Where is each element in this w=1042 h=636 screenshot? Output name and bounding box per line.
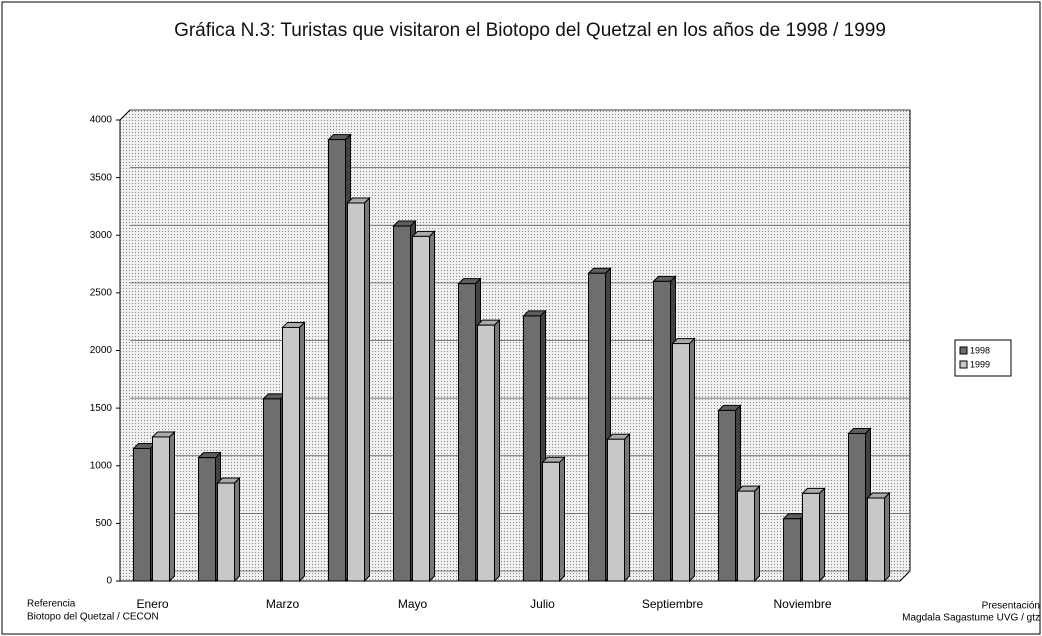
bar xyxy=(737,490,755,582)
bar xyxy=(542,461,560,582)
bar xyxy=(412,235,430,582)
x-tick-label: Enero xyxy=(136,597,168,611)
bar xyxy=(198,457,216,582)
y-tick-label: 3000 xyxy=(90,230,113,241)
bar xyxy=(783,518,801,582)
bar xyxy=(848,432,866,582)
bar xyxy=(477,324,495,582)
bar xyxy=(588,272,606,582)
bar xyxy=(217,482,235,582)
bar xyxy=(653,280,671,582)
y-tick-label: 2500 xyxy=(90,288,113,299)
bar-side xyxy=(299,321,305,583)
bar-side xyxy=(429,230,435,583)
bar xyxy=(802,492,820,582)
bar-side xyxy=(689,337,695,583)
bar-side xyxy=(169,430,175,583)
bar xyxy=(393,225,411,582)
bar-side xyxy=(364,196,370,583)
bar xyxy=(152,436,170,582)
x-tick-label: Mayo xyxy=(398,597,428,611)
legend-label: 1998 xyxy=(970,345,990,355)
legend-swatch xyxy=(959,360,968,369)
legend xyxy=(954,339,1012,377)
annotation: Biotopo del Quetzal / CECON xyxy=(27,612,159,623)
bar xyxy=(347,202,365,582)
bar xyxy=(263,398,281,582)
bar xyxy=(867,497,885,582)
bar xyxy=(718,409,736,582)
y-tick-label: 4000 xyxy=(90,115,113,126)
bar xyxy=(607,438,625,582)
annotation: Referencia xyxy=(27,599,76,610)
x-tick-label: Julio xyxy=(530,597,555,611)
bar-side xyxy=(819,487,825,583)
bar xyxy=(282,326,300,582)
bar-side xyxy=(494,318,500,583)
x-tick-label: Noviembre xyxy=(773,597,831,611)
x-tick-label: Septiembre xyxy=(642,597,704,611)
legend-swatch xyxy=(959,346,968,355)
bar-side xyxy=(559,456,565,583)
y-tick-label: 0 xyxy=(106,576,112,587)
chart-title: Gráfica N.3: Turistas que visitaron el B… xyxy=(174,20,886,41)
bar xyxy=(672,343,690,582)
annotation: Presentación xyxy=(982,601,1040,612)
bar-side xyxy=(754,484,760,583)
y-tick-label: 3500 xyxy=(90,172,113,183)
legend-label: 1999 xyxy=(970,359,990,369)
bar xyxy=(328,139,346,582)
bar xyxy=(458,283,476,582)
y-tick-label: 1500 xyxy=(90,403,113,414)
bar-side xyxy=(624,433,630,583)
y-tick-label: 1000 xyxy=(90,460,113,471)
bar-side xyxy=(234,476,240,583)
bar xyxy=(133,447,151,582)
bar-side xyxy=(884,491,890,583)
y-tick-label: 2000 xyxy=(90,345,113,356)
annotation: Magdala Sagastume UVG / gtz xyxy=(902,613,1040,624)
bar xyxy=(523,315,541,582)
x-tick-label: Marzo xyxy=(266,597,300,611)
y-tick-label: 500 xyxy=(95,518,112,529)
